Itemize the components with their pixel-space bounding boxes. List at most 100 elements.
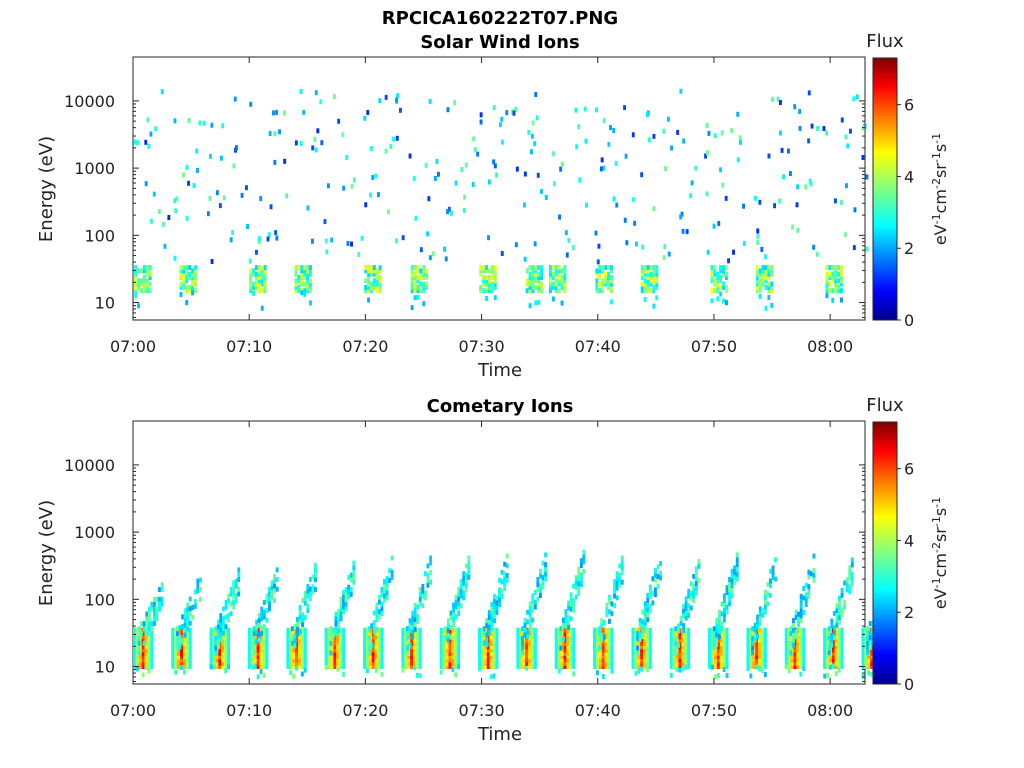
flux-cell bbox=[516, 660, 520, 666]
flux-cell bbox=[528, 281, 532, 287]
flux-cell bbox=[457, 637, 461, 643]
flux-cell bbox=[344, 606, 348, 612]
flux-cell bbox=[339, 640, 343, 646]
flux-cell bbox=[366, 634, 369, 640]
flux-cell bbox=[640, 660, 644, 666]
flux-cell bbox=[327, 650, 331, 656]
flux-cell bbox=[533, 640, 537, 646]
flux-cell bbox=[655, 281, 659, 287]
flux-cell bbox=[528, 640, 531, 646]
flux-cell bbox=[260, 606, 264, 612]
flux-cell bbox=[746, 637, 750, 643]
flux-cell bbox=[180, 660, 183, 666]
flux-cell bbox=[324, 627, 328, 633]
flux-cell bbox=[286, 654, 290, 660]
flux-cell bbox=[799, 657, 803, 663]
flux-cell bbox=[684, 657, 688, 663]
flux-cell bbox=[802, 654, 806, 660]
flux-cell bbox=[852, 245, 856, 251]
flux-cell bbox=[314, 90, 318, 96]
flux-cell bbox=[615, 585, 619, 591]
flux-cell bbox=[784, 640, 788, 646]
flux-cell bbox=[257, 278, 261, 284]
flux-cell bbox=[185, 278, 189, 284]
flux-cell bbox=[352, 570, 356, 576]
flux-cell bbox=[327, 183, 330, 189]
flux-cell bbox=[331, 628, 335, 634]
flux-cell bbox=[275, 586, 279, 592]
flux-cell bbox=[569, 640, 573, 646]
flux-cell bbox=[643, 625, 647, 631]
flux-cell bbox=[533, 241, 537, 247]
flux-cell bbox=[224, 657, 228, 663]
flux-cell bbox=[845, 577, 849, 583]
flux-cell bbox=[809, 181, 813, 187]
flux-cell bbox=[419, 288, 423, 294]
flux-cell bbox=[178, 634, 182, 640]
flux-cell bbox=[551, 296, 555, 302]
flux-cell bbox=[314, 587, 317, 592]
flux-cell bbox=[212, 660, 216, 666]
flux-cell bbox=[758, 616, 762, 622]
flux-cell bbox=[342, 634, 345, 640]
flux-cell bbox=[643, 265, 647, 271]
flux-cell bbox=[549, 271, 552, 277]
flux-cell bbox=[705, 123, 709, 128]
flux-cell bbox=[171, 660, 175, 666]
flux-cell bbox=[498, 587, 501, 593]
flux-cell bbox=[311, 238, 314, 244]
flux-cell bbox=[141, 664, 145, 669]
flux-cell bbox=[574, 594, 578, 600]
flux-cell bbox=[634, 640, 638, 646]
flux-cell bbox=[566, 660, 570, 666]
flux-cell bbox=[183, 654, 186, 660]
flux-cell bbox=[636, 645, 639, 651]
flux-cell bbox=[291, 635, 294, 641]
flux-cell bbox=[749, 627, 753, 633]
flux-cell bbox=[764, 275, 768, 280]
flux-cell bbox=[171, 664, 175, 669]
flux-cell bbox=[250, 631, 254, 636]
flux-cell bbox=[519, 627, 523, 633]
flux-cell bbox=[868, 635, 872, 641]
flux-cell bbox=[286, 631, 290, 636]
flux-cell bbox=[194, 278, 197, 284]
flux-cell bbox=[749, 664, 753, 669]
flux-cell bbox=[596, 650, 599, 656]
flux-cell bbox=[224, 637, 228, 643]
flux-cell bbox=[333, 640, 337, 646]
flux-cell bbox=[861, 660, 865, 666]
flux-cell bbox=[723, 612, 726, 618]
flux-cell bbox=[137, 631, 141, 636]
flux-cell bbox=[413, 265, 417, 271]
flux-cell bbox=[380, 644, 384, 650]
flux-cell bbox=[755, 664, 759, 670]
flux-cell bbox=[534, 268, 538, 274]
flux-cell bbox=[336, 664, 340, 669]
flux-cell bbox=[516, 650, 520, 656]
flux-cell bbox=[540, 284, 544, 290]
flux-cell bbox=[410, 271, 414, 277]
flux-cell bbox=[485, 278, 488, 284]
flux-cell bbox=[712, 223, 716, 229]
flux-cell bbox=[567, 605, 570, 611]
flux-cell bbox=[178, 644, 182, 650]
flux-cell bbox=[549, 288, 552, 294]
flux-cell bbox=[840, 288, 843, 294]
flux-cell bbox=[608, 618, 611, 624]
flux-cell bbox=[337, 609, 340, 615]
flux-cell bbox=[608, 609, 611, 615]
flux-cell bbox=[378, 275, 382, 280]
flux-cell bbox=[652, 206, 656, 212]
flux-cell bbox=[330, 657, 334, 663]
flux-cell bbox=[714, 664, 717, 669]
flux-cell bbox=[188, 640, 192, 646]
flux-cell bbox=[145, 616, 149, 622]
flux-cell bbox=[273, 578, 276, 584]
flux-cell bbox=[378, 98, 382, 104]
flux-cell bbox=[286, 634, 290, 640]
flux-cell bbox=[142, 626, 146, 632]
flux-cell bbox=[257, 288, 261, 294]
flux-cell bbox=[333, 637, 337, 643]
flux-cell bbox=[215, 660, 219, 666]
